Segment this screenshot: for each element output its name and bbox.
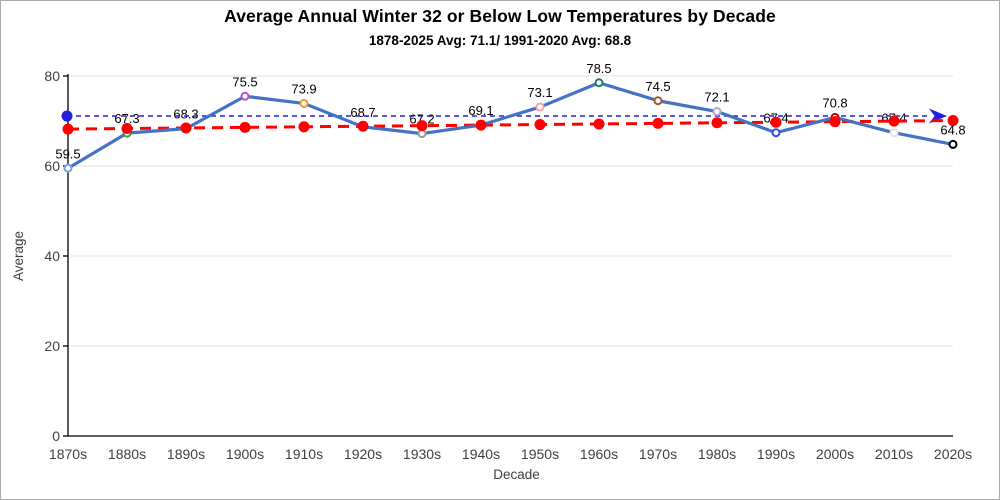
x-tick-label-1920s: 1920s (344, 446, 382, 462)
y-tick-label-80: 80 (44, 68, 60, 84)
data-point-2010s (889, 128, 899, 138)
x-tick-label-1970s: 1970s (639, 446, 677, 462)
data-point-1990s (771, 128, 781, 138)
x-tick-label-1900s: 1900s (226, 446, 264, 462)
x-tick-label-1990s: 1990s (757, 446, 795, 462)
y-tick-label-20: 20 (44, 338, 60, 354)
data-label-1980s: 72.1 (704, 90, 729, 105)
trend-point-1930s (416, 120, 428, 132)
x-tick-label-1960s: 1960s (580, 446, 618, 462)
data-label-2020s: 64.8 (940, 122, 965, 137)
data-point-2020s (948, 139, 958, 149)
trend-point-2010s (888, 115, 900, 127)
data-label-1950s: 73.1 (527, 85, 552, 100)
x-tick-label-1880s: 1880s (108, 446, 146, 462)
y-tick-label-0: 0 (52, 428, 60, 444)
trend-point-1880s (121, 123, 133, 135)
trend-point-2000s (829, 116, 841, 128)
main-series-line (66, 81, 955, 170)
chart-subtitle: 1878-2025 Avg: 71.1/ 1991-2020 Avg: 68.8 (368, 33, 632, 48)
x-tick-label-1910s: 1910s (285, 446, 323, 462)
trend-point-1870s (62, 123, 74, 135)
trend-point-1910s (298, 121, 310, 133)
x-tick-label-1940s: 1940s (462, 446, 500, 462)
trend-point-1940s (475, 119, 487, 131)
average-line-start-dot (61, 110, 73, 122)
data-label-1970s: 74.5 (645, 79, 670, 94)
data-point-1870s (63, 163, 73, 173)
data-point-1900s (240, 91, 250, 101)
y-tick-label-60: 60 (44, 158, 60, 174)
trend-point-2020s (947, 115, 959, 127)
x-tick-label-1930s: 1930s (403, 446, 441, 462)
chart-title: Average Annual Winter 32 or Below Low Te… (224, 6, 776, 26)
x-tick-label-1980s: 1980s (698, 446, 736, 462)
trend-point-1950s (534, 119, 546, 131)
y-tick-label-40: 40 (44, 248, 60, 264)
data-label-1900s: 75.5 (232, 74, 257, 89)
trend-point-1980s (711, 117, 723, 129)
data-label-1890s: 68.3 (173, 107, 198, 122)
trend-point-1960s (593, 118, 605, 130)
data-point-1980s (712, 107, 722, 117)
x-axis-title: Decade (493, 467, 540, 482)
data-point-1960s (594, 78, 604, 88)
trend-point-1970s (652, 117, 664, 129)
data-label-1870s: 59.5 (55, 146, 80, 161)
x-tick-label-1950s: 1950s (521, 446, 559, 462)
data-point-1910s (299, 98, 309, 108)
x-tick-label-2000s: 2000s (816, 446, 854, 462)
data-label-1960s: 78.5 (586, 61, 611, 76)
data-label-1920s: 68.7 (350, 105, 375, 120)
x-tick-label-2010s: 2010s (875, 446, 913, 462)
y-axis-title: Average (11, 231, 26, 281)
data-label-1880s: 67.3 (114, 111, 139, 126)
data-label-1910s: 73.9 (291, 81, 316, 96)
x-tick-label-1890s: 1890s (167, 446, 205, 462)
trend-point-1900s (239, 121, 251, 133)
trend-line (67, 119, 954, 131)
trend-point-1890s (180, 122, 192, 134)
data-point-1970s (653, 96, 663, 106)
data-point-1950s (535, 102, 545, 112)
data-label-2000s: 70.8 (822, 95, 847, 110)
trend-point-1990s (770, 116, 782, 128)
x-tick-label-2020s: 2020s (934, 446, 972, 462)
data-label-1940s: 69.1 (468, 103, 493, 118)
trend-point-1920s (357, 120, 369, 132)
x-tick-label-1870s: 1870s (49, 446, 87, 462)
